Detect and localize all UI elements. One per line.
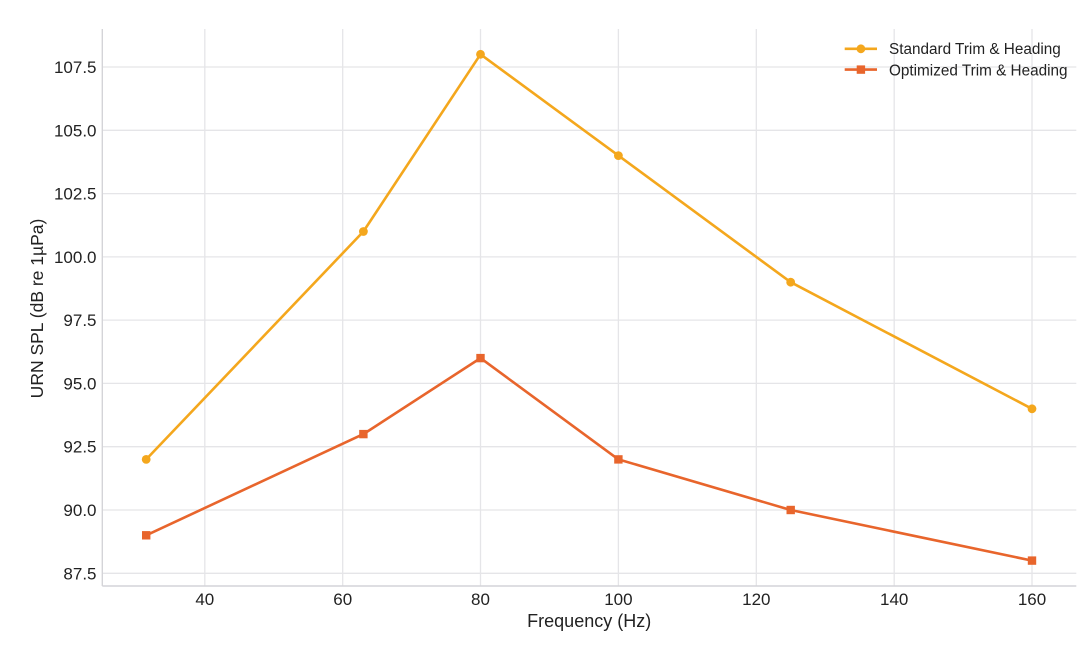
svg-text:60: 60 — [333, 590, 352, 609]
svg-text:Standard Trim & Heading: Standard Trim & Heading — [889, 41, 1061, 58]
svg-text:90.0: 90.0 — [63, 501, 96, 520]
svg-text:URN SPL (dB re 1µPa): URN SPL (dB re 1µPa) — [27, 219, 47, 399]
svg-text:100.0: 100.0 — [54, 248, 97, 267]
svg-text:Optimized Trim & Heading: Optimized Trim & Heading — [889, 63, 1068, 80]
svg-text:92.5: 92.5 — [63, 438, 96, 457]
svg-text:95.0: 95.0 — [63, 374, 96, 393]
svg-text:97.5: 97.5 — [63, 311, 96, 330]
svg-text:160: 160 — [1018, 590, 1046, 609]
svg-text:107.5: 107.5 — [54, 58, 97, 77]
svg-text:100: 100 — [604, 590, 632, 609]
svg-text:40: 40 — [195, 590, 214, 609]
svg-text:120: 120 — [742, 590, 770, 609]
svg-text:102.5: 102.5 — [54, 185, 97, 204]
svg-text:Frequency (Hz): Frequency (Hz) — [527, 611, 651, 631]
svg-text:105.0: 105.0 — [54, 121, 97, 140]
svg-text:87.5: 87.5 — [63, 564, 96, 583]
svg-text:140: 140 — [880, 590, 908, 609]
svg-text:80: 80 — [471, 590, 490, 609]
